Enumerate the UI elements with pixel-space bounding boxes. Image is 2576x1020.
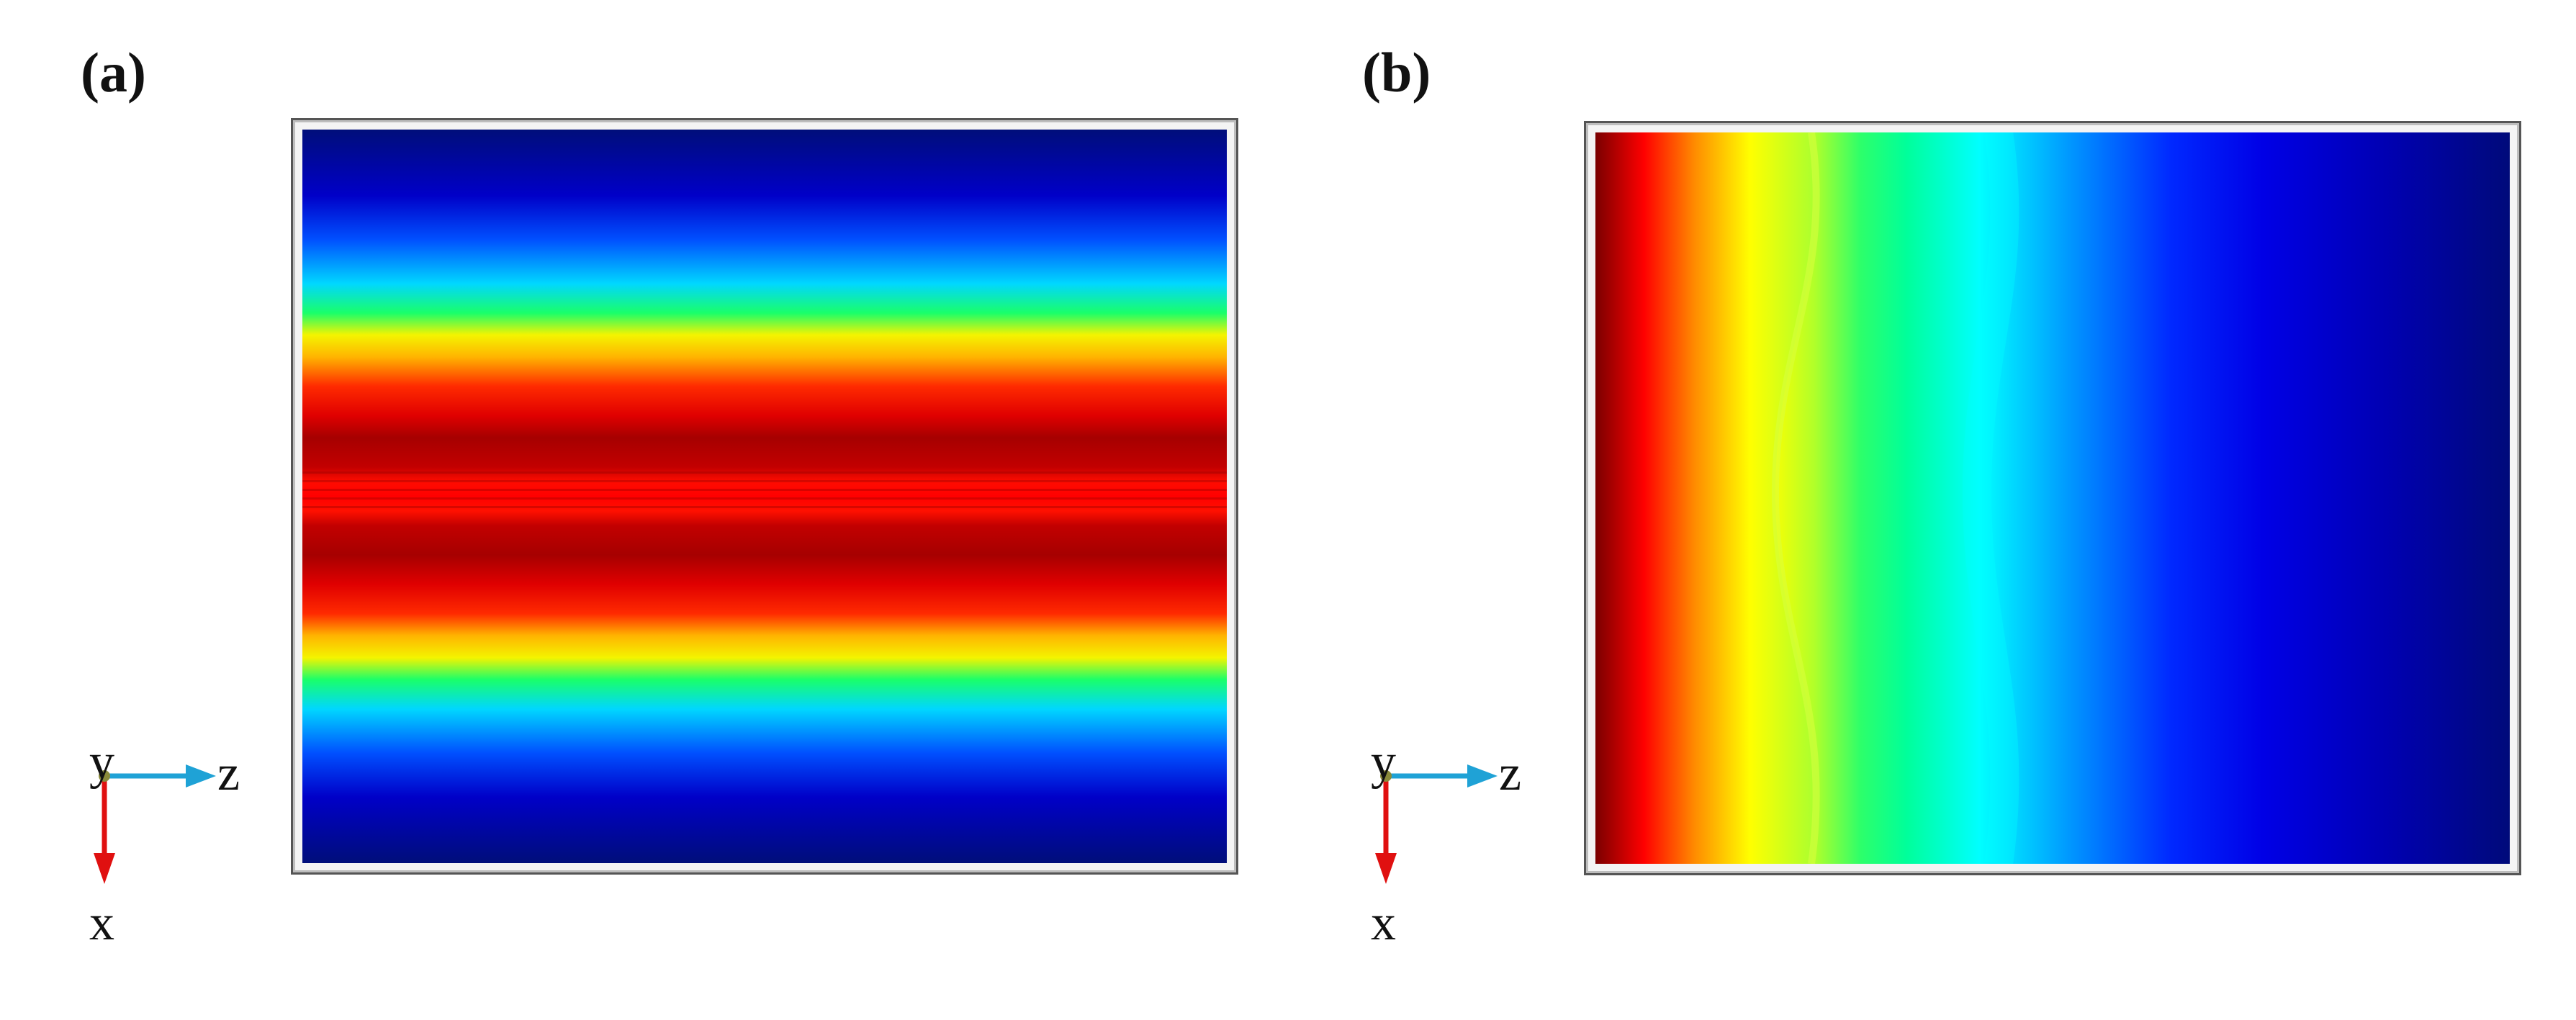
x-axis-label-a: x	[89, 895, 114, 951]
y-axis-label-b: y	[1371, 734, 1396, 790]
axes-arrows-b	[1375, 764, 1498, 884]
z-axis-arrowhead-a	[186, 764, 216, 787]
field-wavefront-b	[1595, 132, 2019, 864]
wavefront-warm-region-b	[1595, 132, 1816, 864]
wavefront-edge-b	[1771, 132, 1820, 864]
field-heatmap-a	[302, 130, 1227, 863]
x-axis-arrowhead-a	[94, 853, 115, 884]
axes-triad-a: y z x	[79, 734, 266, 957]
field-center-striations-a	[302, 471, 1227, 515]
axes-triad-b: y z x	[1354, 734, 1541, 957]
z-axis-label-b: z	[1499, 746, 1522, 801]
y-axis-label-a: y	[89, 734, 114, 790]
axes-origin-a	[99, 770, 110, 782]
wavefront-cyan-band-b	[1962, 132, 2019, 864]
z-axis-arrowhead-b	[1467, 764, 1498, 787]
axes-origin-b	[1380, 770, 1392, 782]
panel-label-b: (b)	[1362, 41, 1431, 104]
panel-label-a: (a)	[81, 41, 146, 104]
x-axis-arrowhead-b	[1375, 853, 1397, 884]
x-axis-label-b: x	[1371, 895, 1396, 951]
z-axis-label-a: z	[217, 746, 240, 801]
axes-arrows-a	[94, 764, 216, 884]
